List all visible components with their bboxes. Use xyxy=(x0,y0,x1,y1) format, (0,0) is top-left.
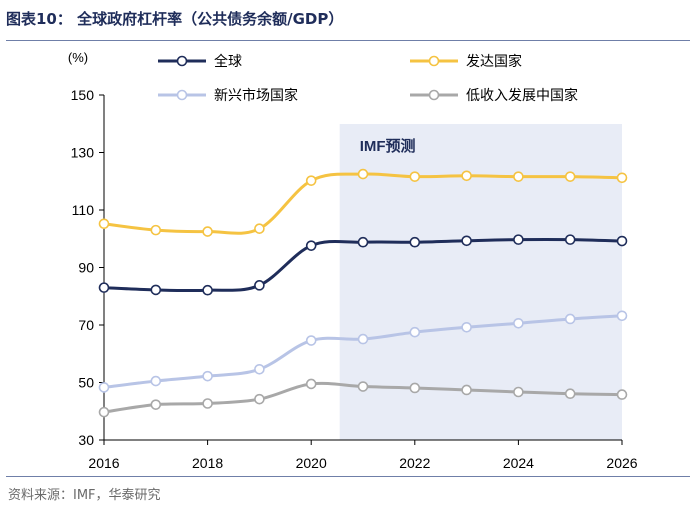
data-point xyxy=(409,236,421,248)
data-point xyxy=(254,393,265,405)
data-point xyxy=(564,388,576,400)
data-point xyxy=(254,223,265,234)
data-point xyxy=(202,370,213,382)
data-point xyxy=(98,282,110,293)
data-point xyxy=(202,226,213,237)
data-point xyxy=(409,326,421,338)
legend-label: 全球 xyxy=(214,53,242,69)
legend-marker xyxy=(176,89,188,101)
legend-marker xyxy=(428,89,440,101)
data-point xyxy=(461,321,472,333)
data-point xyxy=(564,313,576,325)
data-point xyxy=(409,382,421,394)
data-point xyxy=(564,234,576,245)
data-point xyxy=(357,333,369,345)
forecast-label: IMF预测 xyxy=(360,137,416,155)
y-axis-unit: (%) xyxy=(68,50,88,65)
data-point xyxy=(357,168,369,180)
data-point xyxy=(513,171,524,182)
x-tick-label: 2020 xyxy=(296,455,327,471)
legend-label: 低收入发展中国家 xyxy=(466,87,578,103)
data-point xyxy=(150,375,162,387)
data-point xyxy=(254,363,265,375)
title-divider xyxy=(6,40,690,41)
x-tick-label: 2024 xyxy=(503,455,534,471)
x-tick-label: 2026 xyxy=(606,455,637,471)
data-point xyxy=(150,399,162,410)
legend-marker xyxy=(428,55,440,67)
source-note: 资料来源：IMF，华泰研究 xyxy=(8,488,161,503)
legend-label: 新兴市场国家 xyxy=(214,87,298,103)
data-point xyxy=(254,280,265,291)
legend-label: 发达国家 xyxy=(466,53,522,69)
y-tick-label: 30 xyxy=(78,432,94,448)
data-point xyxy=(461,384,472,396)
y-tick-label: 50 xyxy=(78,375,94,391)
x-tick-label: 2022 xyxy=(399,455,430,471)
data-point xyxy=(357,381,369,392)
footer-divider xyxy=(6,476,690,477)
data-point xyxy=(409,171,421,182)
data-point xyxy=(616,235,628,247)
data-point xyxy=(98,382,110,393)
y-tick-label: 90 xyxy=(78,260,94,276)
data-point xyxy=(461,235,472,247)
data-point xyxy=(98,406,110,418)
chart-title: 图表10： 全球政府杠杆率（公共债务余额/GDP） xyxy=(6,10,344,28)
data-point xyxy=(616,389,628,400)
data-point xyxy=(98,218,110,230)
y-tick-label: 150 xyxy=(71,87,95,103)
data-point xyxy=(150,224,162,236)
data-point xyxy=(305,378,317,390)
data-point xyxy=(513,317,524,329)
data-point xyxy=(616,172,628,184)
x-tick-label: 2018 xyxy=(192,455,223,471)
data-point xyxy=(202,284,213,296)
y-tick-label: 70 xyxy=(78,317,94,333)
data-point xyxy=(305,175,317,186)
legend-marker xyxy=(176,55,188,67)
data-point xyxy=(150,284,162,296)
data-point xyxy=(461,170,472,182)
y-tick-label: 110 xyxy=(72,202,95,218)
data-point xyxy=(357,236,369,248)
x-tick-label: 2016 xyxy=(88,455,119,471)
data-point xyxy=(513,386,524,398)
y-tick-label: 130 xyxy=(71,145,95,161)
data-point xyxy=(202,398,213,409)
data-point xyxy=(616,310,628,322)
data-point xyxy=(305,335,317,346)
line-chart: IMF预测 30 50 70 90 110 130 150 (%) 2016 2018 2020 202… xyxy=(68,50,638,471)
data-point xyxy=(564,171,576,182)
data-point xyxy=(305,240,317,251)
data-point xyxy=(513,234,524,245)
